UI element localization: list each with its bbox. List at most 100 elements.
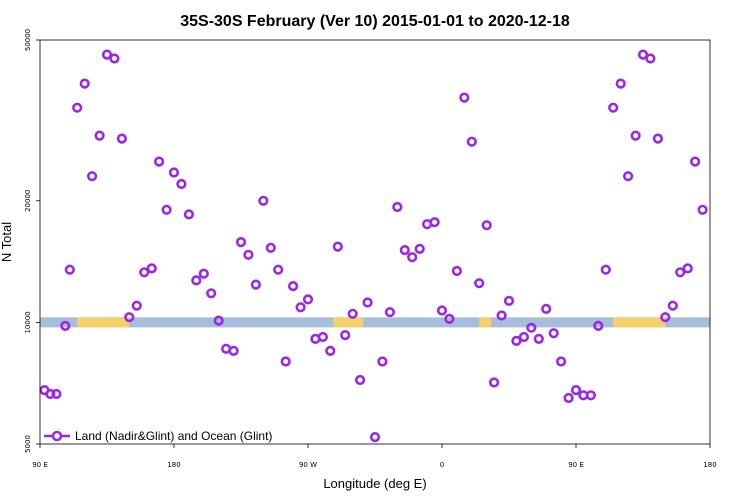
data-point [154,156,165,167]
data-point [541,303,552,315]
data-point [355,374,366,386]
data-point [637,49,649,60]
data-point [548,328,559,339]
data-point [288,281,299,292]
data-point [436,305,448,316]
data-point [377,356,388,367]
data-point [325,345,336,357]
data-point [399,245,410,256]
data-point [481,220,492,231]
data-point [503,295,515,307]
data-point [116,133,127,144]
data-point [630,130,641,141]
data-points [39,49,708,443]
data-point [139,267,150,278]
data-point [593,320,604,332]
data-point [72,102,83,113]
data-point [131,300,142,311]
data-point [600,264,611,275]
legend-label: Land (Nadir&Glint) and Ocean (Glint) [75,429,272,443]
data-point [682,263,693,274]
data-point [79,78,90,89]
data-point [206,288,217,299]
data-point [60,320,71,332]
data-point [384,307,396,318]
data-point [459,92,470,103]
data-point [265,242,276,253]
surface-band [40,317,710,328]
data-point [466,136,477,147]
data-point [414,243,425,254]
data-point [295,302,306,313]
data-point [273,264,284,275]
data-point [198,268,209,279]
data-point [340,330,351,341]
data-point [183,209,194,220]
data-point [518,331,530,343]
data-point [563,392,574,404]
data-point [689,156,701,167]
data-point [645,53,656,64]
data-point [191,275,202,286]
data-point [302,294,314,305]
y-tick-label: 20000 [24,190,32,212]
data-point [64,264,75,275]
data-point [496,310,507,321]
data-point [347,308,358,319]
data-point [555,356,567,367]
data-point [660,312,671,323]
y-axis-label: N Total [0,222,14,262]
land-patch [479,317,492,328]
y-tick-label: 50000 [24,29,32,51]
data-point [392,201,403,213]
data-point [124,312,135,323]
data-point [94,130,105,141]
ocean-band [40,317,710,328]
land-patch [613,317,666,328]
x-tick-label: 90 E [32,461,48,469]
data-point [615,78,626,89]
y-tick-label: 10000 [24,311,32,333]
data-point [317,331,329,343]
data-point [258,195,269,206]
data-point [608,102,619,113]
data-point [369,432,381,443]
data-point [45,388,56,400]
x-tick-label: 90 W [299,461,317,469]
plot-frame [39,39,711,445]
x-axis: 90 E 180 90 W 0 90 E 180 [32,444,717,469]
land-patch [77,317,130,328]
data-point [652,133,664,144]
data-point [213,315,224,326]
data-point [86,171,98,182]
data-point [51,388,62,400]
x-tick-label: 180 [167,461,180,469]
x-tick-label: 90 E [568,461,584,469]
data-point [429,217,440,228]
data-point [533,333,544,345]
data-point [332,241,343,252]
data-point [228,345,239,357]
data-point [362,297,373,308]
data-point [101,49,113,60]
data-point [161,204,172,215]
data-point [176,178,187,190]
data-point [675,267,686,278]
data-point [243,249,254,260]
data-point [235,237,247,248]
data-point [474,278,485,289]
data-point [451,265,463,277]
data-point [444,313,455,325]
legend: Land (Nadir&Glint) and Ocean (Glint) [44,429,272,443]
data-point [697,204,708,215]
data-point [511,335,522,347]
y-axis: 5000 10000 20000 50000 [24,29,40,453]
data-point [250,279,261,290]
data-point [622,171,634,182]
data-point [280,356,291,367]
land-patch [333,317,364,328]
legend-marker [51,430,63,442]
data-point [526,322,537,333]
data-point [585,390,597,401]
